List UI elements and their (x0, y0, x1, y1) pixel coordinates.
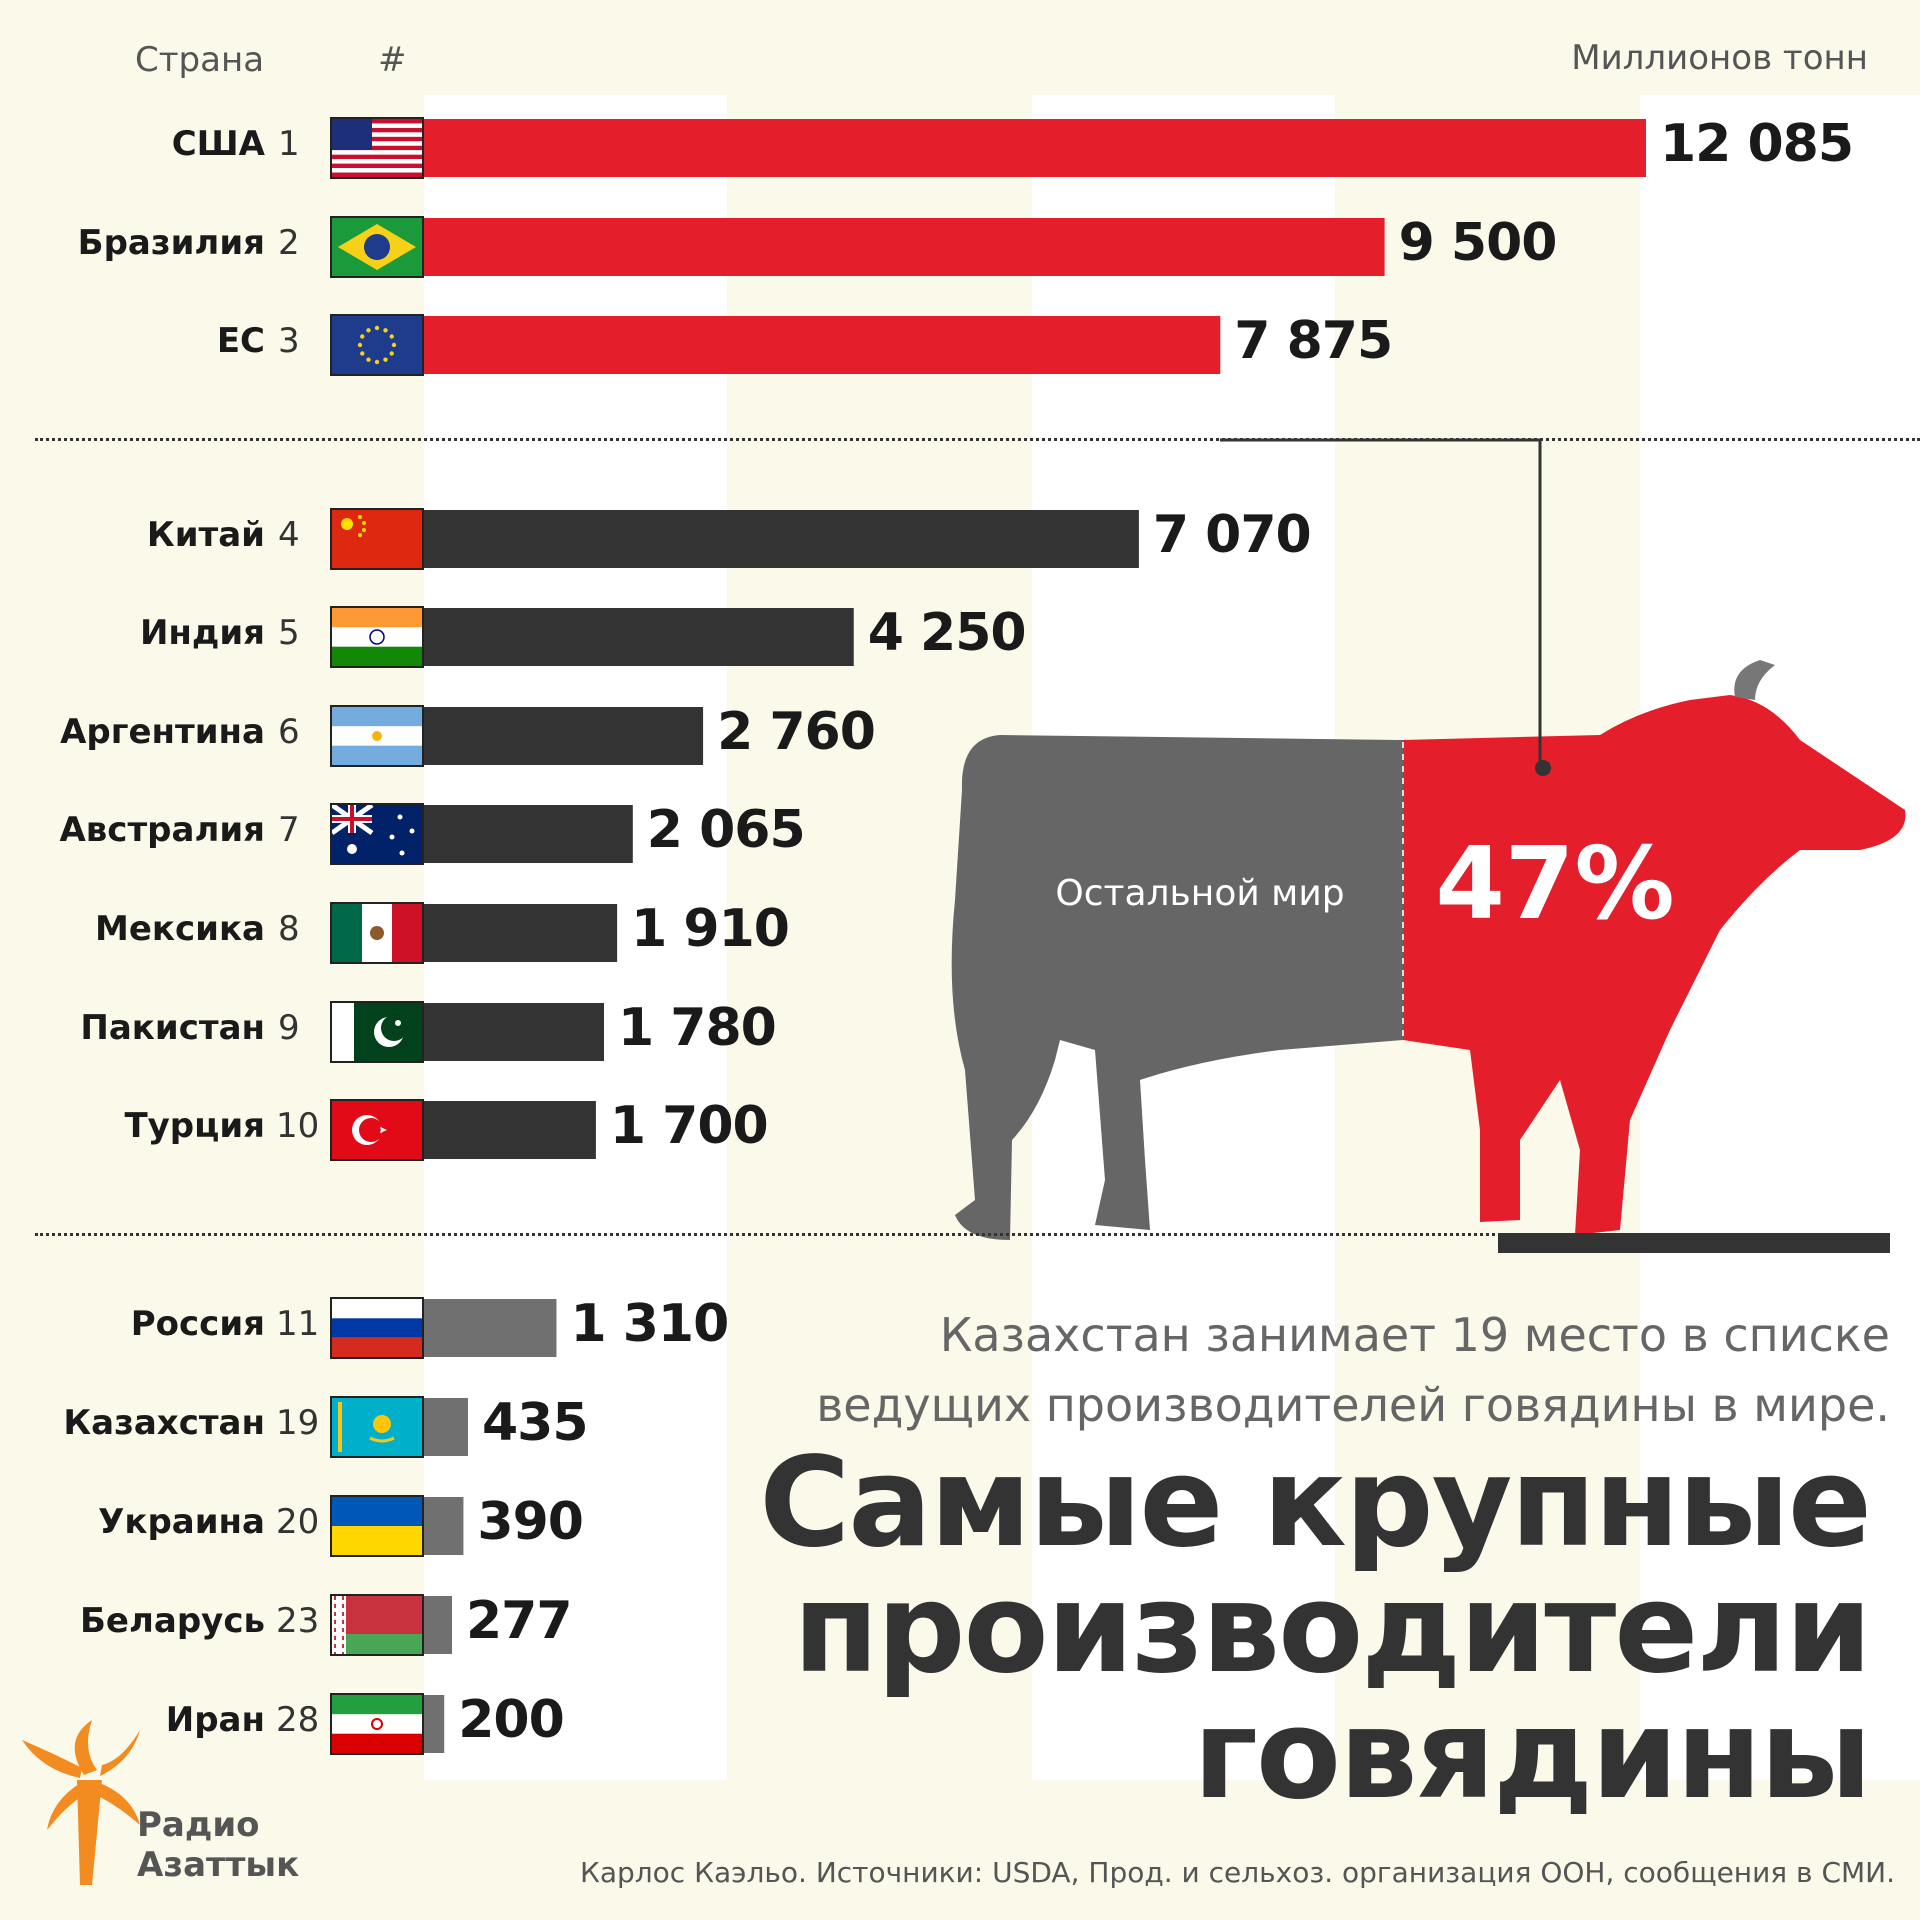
usa-flag (330, 117, 424, 179)
separator-top3 (35, 438, 1920, 441)
value-label: 2 760 (717, 702, 876, 762)
value-label: 1 910 (631, 899, 790, 959)
logo-line-2: Азаттык (137, 1845, 300, 1885)
rank-label: 2 (278, 223, 300, 263)
value-label: 1 310 (570, 1294, 729, 1354)
bar (424, 805, 633, 863)
country-label: Украина (98, 1502, 265, 1542)
country-label: Россия (130, 1304, 265, 1344)
value-label: 1 700 (609, 1096, 769, 1156)
country-label: США (171, 124, 265, 164)
country-label: Иран (165, 1700, 265, 1740)
rank-label: 8 (278, 909, 300, 949)
pakistan-flag (330, 1001, 424, 1063)
bar (424, 904, 618, 962)
rank-label: 6 (278, 712, 300, 752)
rank-label: 5 (278, 613, 300, 653)
page-title: Самые крупные производители говядины (720, 1431, 1872, 1827)
cow-illustration (951, 660, 1906, 1240)
value-label: 12 085 (1660, 114, 1854, 174)
rank-label: 3 (278, 321, 300, 361)
rank-column-header: # (378, 40, 407, 80)
russia-flag (330, 1297, 424, 1359)
brazil-flag (330, 216, 424, 278)
country-label: Мексика (95, 909, 265, 949)
bar (424, 1497, 464, 1555)
country-label: Беларусь (80, 1601, 265, 1641)
rank-label: 23 (276, 1601, 320, 1641)
bar (424, 510, 1139, 568)
bar (424, 119, 1646, 177)
ukraine-flag (330, 1495, 424, 1557)
country-label: Турция (124, 1106, 265, 1146)
value-label: 2 065 (646, 800, 806, 860)
country-label: ЕС (216, 321, 265, 361)
country-label: Китай (146, 515, 265, 555)
bar (424, 1596, 453, 1654)
title-line-1: Самые крупные (759, 1431, 1872, 1575)
bar (424, 1695, 445, 1753)
country-label: Аргентина (60, 712, 265, 752)
kazakhstan-note: Казахстан занимает 19 место в списке вед… (816, 1308, 1890, 1432)
belarus-flag (330, 1594, 424, 1656)
kazakhstan-flag (330, 1396, 424, 1458)
rank-label: 4 (278, 515, 300, 555)
torch-icon (22, 1720, 140, 1885)
country-label: Пакистан (80, 1008, 265, 1048)
radio-azattyk-logo: Радио Азаттык (22, 1720, 322, 1900)
mexico-flag (330, 902, 424, 964)
bar (424, 1003, 604, 1061)
value-label: 277 (466, 1591, 573, 1651)
rest-of-world-label: Остальной мир (1055, 873, 1344, 914)
value-label: 7 875 (1234, 311, 1393, 371)
bar (424, 608, 854, 666)
turkey-flag (330, 1099, 424, 1161)
rank-label: 11 (276, 1304, 320, 1344)
rank-label: 9 (278, 1008, 300, 1048)
separator-top10 (35, 1233, 1525, 1236)
country-label: Казахстан (63, 1403, 265, 1443)
value-label: 435 (481, 1393, 589, 1453)
bar (424, 1101, 596, 1159)
country-column-header: Страна (135, 40, 265, 80)
china-flag (330, 508, 424, 570)
iran-flag (330, 1693, 424, 1755)
value-label: 200 (458, 1690, 565, 1750)
india-flag (330, 606, 424, 668)
bar (424, 1398, 468, 1456)
logo-line-1: Радио (137, 1805, 260, 1845)
rank-label: 7 (278, 810, 300, 850)
country-label: Австралия (59, 810, 265, 850)
argentina-flag (330, 705, 424, 767)
bar (424, 1299, 557, 1357)
rank-label: 10 (276, 1106, 320, 1146)
value-label: 9 500 (1398, 213, 1558, 273)
rank-label: 20 (276, 1502, 320, 1542)
eu-flag (330, 314, 424, 376)
cow-ground (1498, 1233, 1890, 1253)
rank-label: 1 (278, 124, 300, 164)
country-label: Бразилия (77, 223, 265, 263)
title-line-2: производители (793, 1557, 1872, 1701)
value-label: 390 (477, 1492, 584, 1552)
bar (424, 707, 704, 765)
value-label: 4 250 (867, 603, 1027, 663)
country-label: Индия (139, 613, 265, 653)
source-credit: Карлос Каэльо. Источники: USDA, Прод. и … (579, 1856, 1895, 1889)
value-label: 1 780 (617, 998, 777, 1058)
rank-label: 28 (276, 1700, 320, 1740)
australia-flag (330, 803, 424, 865)
unit-label: Миллионов тонн (1571, 38, 1868, 78)
top3-share-label: 47% (1435, 825, 1674, 942)
rank-label: 19 (276, 1403, 320, 1443)
value-label: 7 070 (1152, 505, 1312, 565)
bar (424, 316, 1221, 374)
title-line-3: говядины (1193, 1683, 1872, 1827)
bar (424, 218, 1385, 276)
